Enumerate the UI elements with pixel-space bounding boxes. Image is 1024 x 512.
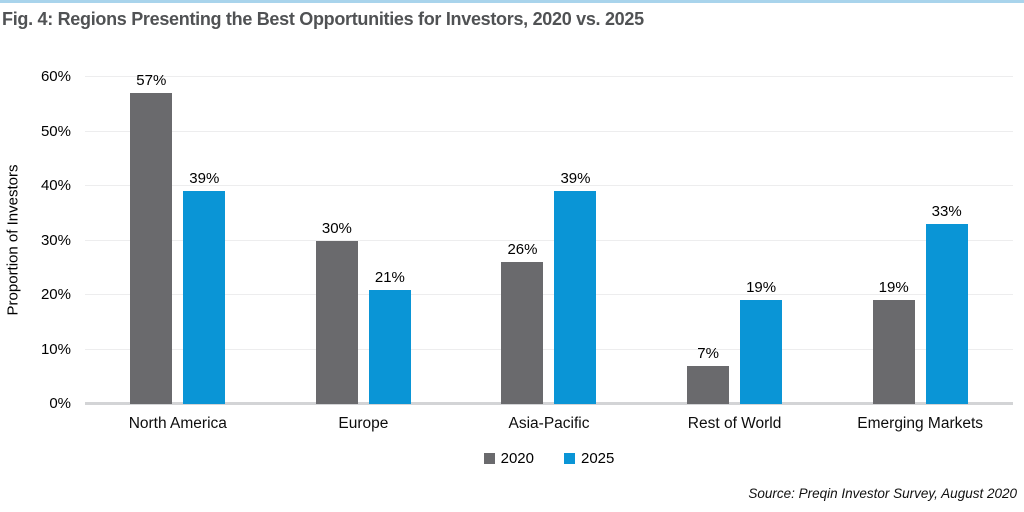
legend-swatch-icon — [564, 453, 575, 464]
y-tick-label: 20% — [40, 286, 71, 303]
bar-2025: 21% — [368, 268, 411, 404]
bar-2025: 19% — [740, 279, 783, 404]
gridline — [85, 239, 1013, 241]
value-label: 57% — [136, 72, 167, 90]
gridline — [85, 348, 1013, 350]
bar-rect — [687, 365, 730, 404]
bar-2020: 30% — [315, 219, 358, 404]
bar-group: 57% 39% — [85, 72, 271, 404]
bar-rect — [368, 289, 411, 404]
category-label: Rest of World — [687, 415, 782, 432]
legend-item-2025: 2025 — [564, 450, 614, 467]
y-tick-label: 40% — [40, 177, 71, 194]
y-tick-label: 10% — [40, 340, 71, 358]
y-tick-label: 30% — [40, 231, 71, 249]
bar-2020: 57% — [130, 72, 173, 404]
legend-label: 2025 — [581, 450, 615, 467]
category-label: North America — [128, 415, 227, 432]
bar-2025: 39% — [183, 170, 226, 404]
category-label: Europe — [338, 415, 389, 432]
bar-2025: 33% — [925, 203, 968, 404]
y-tick-label: 50% — [40, 122, 71, 140]
bar-rect — [925, 224, 968, 404]
chart-title: Fig. 4: Regions Presenting the Best Oppo… — [2, 9, 644, 29]
accent-bar — [0, 0, 1024, 3]
value-label: 33% — [931, 203, 962, 221]
bar-2025: 39% — [554, 170, 597, 404]
bar-groups: 57% 39% 30% 21% 26% 39% 7% 19% 19% 33% — [85, 72, 1013, 404]
bar-rect — [740, 300, 783, 404]
bar-rect — [130, 93, 173, 404]
category-label: Asia-Pacific — [508, 415, 590, 432]
plot-area: 57% 39% 30% 21% 26% 39% 7% 19% 19% 33% — [85, 72, 1013, 405]
gridline — [85, 76, 1013, 77]
bar-group: 19% 33% — [827, 77, 1013, 404]
bar-rect — [554, 191, 597, 404]
value-label: 19% — [746, 279, 777, 297]
x-axis-labels: North America Europe Asia-Pacific Rest of W… — [85, 415, 1013, 433]
bar-rect — [315, 240, 358, 404]
value-label: 30% — [321, 219, 352, 237]
gridline — [85, 185, 1013, 186]
bar-2020: 26% — [501, 241, 544, 404]
bar-group: 30% 21% — [271, 77, 457, 404]
y-tick-label: 0% — [49, 395, 71, 412]
legend-label: 2020 — [500, 450, 534, 467]
bar-2020: 7% — [687, 344, 730, 404]
value-label: 7% — [697, 344, 719, 362]
source-note: Source: Preqin Investor Survey, August 2… — [748, 486, 1017, 501]
value-label: 39% — [189, 170, 220, 188]
value-label: 39% — [560, 170, 591, 188]
bar-group: 26% 39% — [456, 77, 642, 404]
legend-item-2020: 2020 — [483, 450, 534, 467]
x-axis-line — [85, 402, 1013, 405]
bar-group: 7% 19% — [642, 77, 828, 404]
value-label: 19% — [878, 279, 909, 297]
bar-2020: 19% — [872, 279, 915, 404]
bar-rect — [183, 191, 226, 404]
value-label: 21% — [374, 268, 405, 286]
gridline — [85, 294, 1013, 295]
y-tick-label: 60% — [40, 68, 71, 85]
bar-rect — [872, 300, 915, 404]
category-label: Emerging Markets — [857, 415, 984, 432]
legend-swatch-icon — [483, 453, 495, 464]
value-label: 26% — [507, 241, 538, 259]
legend: 2020 2025 — [85, 450, 1013, 467]
gridline — [85, 130, 1013, 132]
bar-rect — [501, 262, 544, 404]
